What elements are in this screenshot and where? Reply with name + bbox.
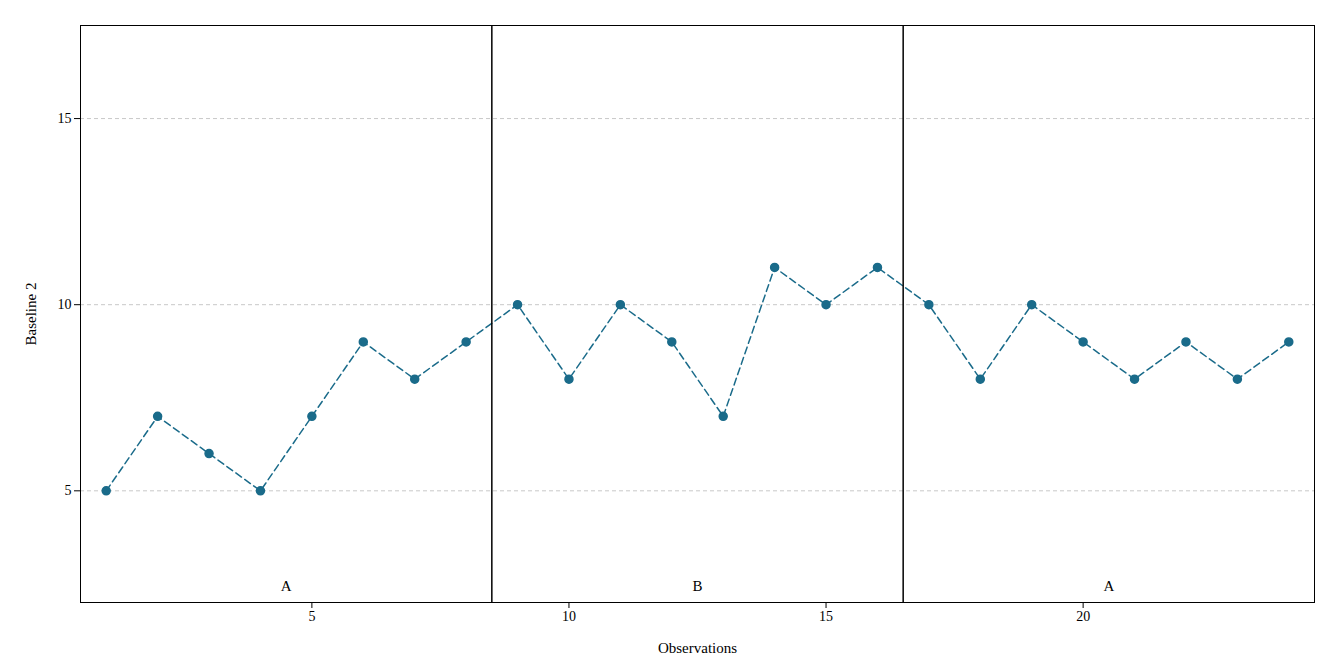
svg-text:20: 20 (1076, 609, 1090, 624)
svg-text:Observations: Observations (658, 640, 737, 656)
svg-text:15: 15 (819, 609, 833, 624)
svg-text:5: 5 (65, 483, 72, 498)
svg-text:A: A (1103, 578, 1114, 594)
svg-text:Baseline 2: Baseline 2 (23, 283, 39, 346)
svg-text:5: 5 (308, 609, 315, 624)
svg-text:10: 10 (562, 609, 576, 624)
svg-text:B: B (692, 578, 702, 594)
svg-text:A: A (281, 578, 292, 594)
svg-text:15: 15 (58, 111, 72, 126)
svg-text:10: 10 (58, 297, 72, 312)
